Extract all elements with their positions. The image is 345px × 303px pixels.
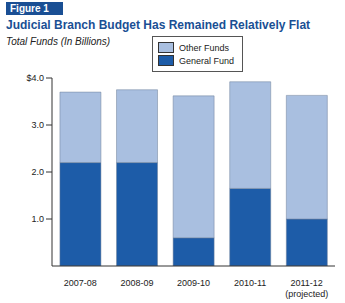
html-text:Other Funds: Other Funds	[179, 42, 229, 53]
svg-text:2010-11: 2010-11	[234, 278, 266, 288]
svg-text:2.0: 2.0	[31, 167, 44, 177]
html-text:Judicial Branch Budget Has Rem: Judicial Branch Budget Has Remained Rela…	[6, 18, 311, 32]
svg-text:2008-09: 2008-09	[120, 278, 153, 288]
svg-text:2011-12(projected): 2011-12(projected)	[285, 278, 328, 299]
svg-text:3.0: 3.0	[31, 120, 44, 130]
svg-text:2009-10: 2009-10	[177, 278, 210, 288]
svg-text:2007-08: 2007-08	[64, 278, 97, 288]
html-text:Total Funds (In Billions): Total Funds (In Billions)	[6, 36, 111, 47]
svg-text:$4.0: $4.0	[26, 73, 44, 83]
svg-text:1.0: 1.0	[31, 214, 44, 224]
html-text:General Fund: General Fund	[179, 55, 234, 66]
html-text:Figure 1: Figure 1	[10, 3, 49, 14]
